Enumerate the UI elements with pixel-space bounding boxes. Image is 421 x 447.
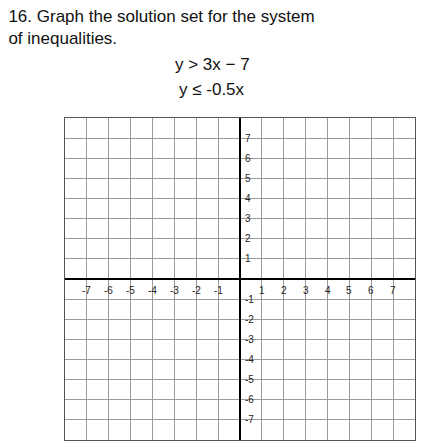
svg-text:-7: -7 [82,285,91,296]
svg-text:2: 2 [245,233,251,244]
svg-text:-1: -1 [214,285,223,296]
svg-text:-1: -1 [245,294,254,305]
svg-text:6: 6 [245,153,251,164]
svg-text:6: 6 [368,285,374,296]
svg-text:y ≤ -0.5x: y ≤ -0.5x [179,80,245,99]
svg-text:-6: -6 [104,285,113,296]
svg-text:7: 7 [245,133,251,144]
svg-text:1: 1 [245,253,251,264]
svg-text:1: 1 [259,285,265,296]
svg-text:-7: -7 [245,414,254,425]
svg-text:2: 2 [281,285,287,296]
svg-text:5: 5 [245,173,251,184]
svg-text:y > 3x − 7: y > 3x − 7 [175,55,250,74]
svg-text:-2: -2 [245,314,254,325]
svg-text:-3: -3 [245,334,254,345]
svg-text:-6: -6 [245,394,254,405]
svg-text:16. Graph the solution set for: 16. Graph the solution set for the syste… [8,7,314,48]
svg-text:-4: -4 [148,285,157,296]
svg-text:-2: -2 [192,285,201,296]
svg-text:3: 3 [245,213,251,224]
svg-text:3: 3 [303,285,309,296]
svg-text:4: 4 [325,285,331,296]
svg-text:-5: -5 [245,374,254,385]
svg-text:-3: -3 [170,285,179,296]
svg-text:5: 5 [346,285,352,296]
svg-text:-4: -4 [245,354,254,365]
svg-text:-5: -5 [126,285,135,296]
svg-text:4: 4 [245,193,251,204]
svg-text:7: 7 [390,285,396,296]
